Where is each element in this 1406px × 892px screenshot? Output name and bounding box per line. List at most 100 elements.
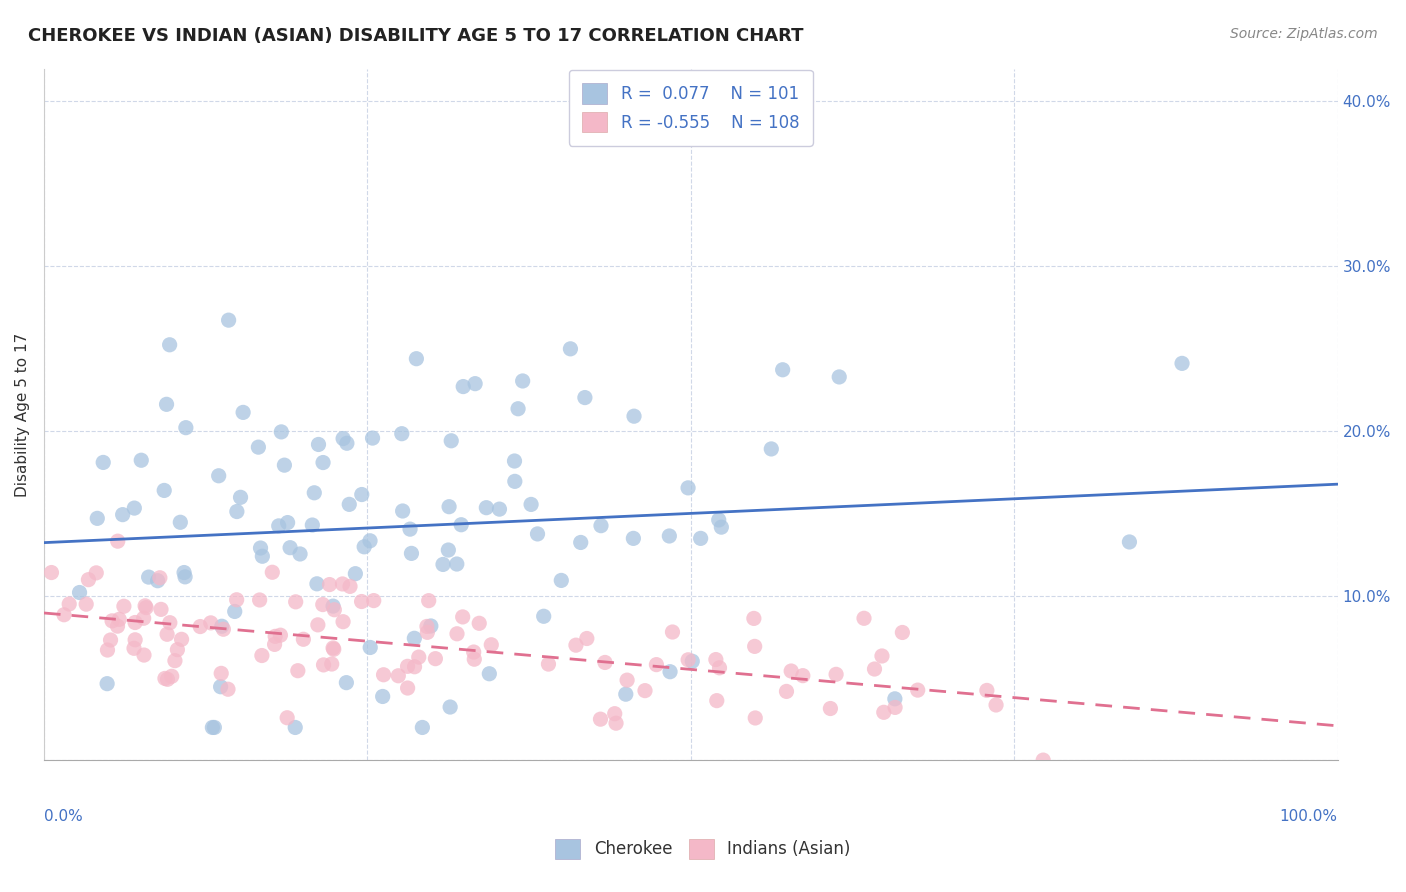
Point: [209, 666, 232, 681]
Point: [399, 522, 422, 536]
Point: [150, 602, 173, 616]
Point: [96, 676, 118, 690]
Point: [166, 642, 188, 657]
Point: [775, 684, 797, 698]
Point: [124, 615, 146, 630]
Point: [401, 546, 423, 560]
Point: [149, 571, 172, 585]
Point: [107, 534, 129, 549]
Point: [387, 669, 409, 683]
Point: [250, 648, 273, 663]
Point: [276, 711, 298, 725]
Point: [569, 535, 592, 549]
Point: [463, 652, 485, 666]
Point: [537, 657, 560, 671]
Point: [478, 666, 501, 681]
Point: [396, 659, 419, 673]
Point: [225, 504, 247, 518]
Point: [132, 648, 155, 662]
Point: [332, 577, 354, 591]
Point: [503, 454, 526, 468]
Point: [58, 597, 80, 611]
Point: [526, 527, 548, 541]
Point: [621, 532, 644, 546]
Point: [589, 712, 612, 726]
Point: [437, 543, 460, 558]
Point: [884, 700, 907, 714]
Point: [270, 425, 292, 439]
Point: [249, 593, 271, 607]
Point: [263, 637, 285, 651]
Point: [468, 616, 491, 631]
Point: [681, 654, 703, 668]
Point: [645, 657, 668, 672]
Text: 0.0%: 0.0%: [44, 809, 83, 824]
Point: [323, 603, 346, 617]
Point: [676, 653, 699, 667]
Point: [146, 574, 169, 588]
Text: CHEROKEE VS INDIAN (ASIAN) DISABILITY AGE 5 TO 17 CORRELATION CHART: CHEROKEE VS INDIAN (ASIAN) DISABILITY AG…: [28, 27, 804, 45]
Point: [676, 481, 699, 495]
Point: [439, 700, 461, 714]
Point: [225, 592, 247, 607]
Point: [96, 643, 118, 657]
Point: [891, 625, 914, 640]
Point: [201, 721, 224, 735]
Point: [124, 501, 146, 516]
Point: [616, 673, 638, 687]
Point: [359, 533, 381, 548]
Point: [976, 683, 998, 698]
Point: [437, 500, 460, 514]
Point: [312, 657, 335, 672]
Point: [232, 405, 254, 419]
Point: [446, 627, 468, 641]
Point: [391, 426, 413, 441]
Point: [984, 698, 1007, 712]
Point: [825, 667, 848, 681]
Point: [359, 640, 381, 655]
Point: [332, 432, 354, 446]
Point: [634, 683, 657, 698]
Point: [344, 566, 367, 581]
Point: [873, 706, 896, 720]
Point: [301, 518, 323, 533]
Point: [870, 648, 893, 663]
Point: [463, 645, 485, 659]
Point: [129, 453, 152, 467]
Legend: Cherokee, Indians (Asian): Cherokee, Indians (Asian): [548, 832, 858, 866]
Point: [772, 363, 794, 377]
Point: [322, 640, 344, 655]
Point: [155, 397, 177, 411]
Point: [883, 691, 905, 706]
Point: [440, 434, 463, 448]
Point: [332, 615, 354, 629]
Point: [350, 594, 373, 608]
Point: [565, 638, 588, 652]
Point: [132, 611, 155, 625]
Point: [163, 654, 186, 668]
Point: [416, 625, 439, 640]
Point: [744, 640, 766, 654]
Point: [211, 619, 233, 633]
Point: [336, 436, 359, 450]
Point: [307, 618, 329, 632]
Point: [488, 502, 510, 516]
Point: [229, 491, 252, 505]
Point: [322, 599, 344, 614]
Point: [479, 638, 502, 652]
Point: [661, 625, 683, 640]
Point: [273, 458, 295, 472]
Point: [707, 513, 730, 527]
Point: [108, 612, 131, 626]
Point: [86, 511, 108, 525]
Point: [659, 665, 682, 679]
Point: [277, 516, 299, 530]
Point: [512, 374, 534, 388]
Point: [475, 500, 498, 515]
Point: [170, 632, 193, 647]
Point: [1032, 753, 1054, 767]
Point: [91, 455, 114, 469]
Point: [1171, 356, 1194, 370]
Point: [107, 619, 129, 633]
Point: [224, 604, 246, 618]
